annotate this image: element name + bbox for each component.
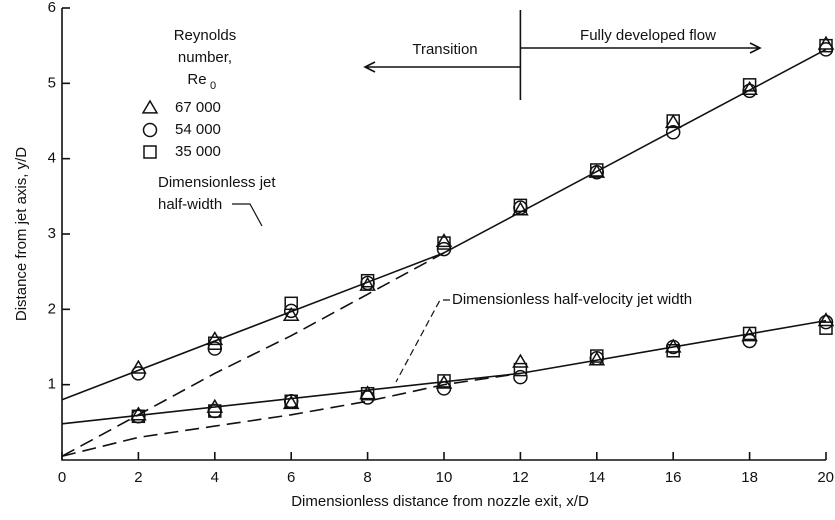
marker — [665, 125, 681, 140]
annotation: Fully developed flow — [580, 27, 716, 44]
marker — [284, 394, 298, 408]
marker — [436, 381, 452, 396]
x-tick-label: 14 — [588, 469, 605, 486]
marker — [819, 38, 833, 53]
y-tick-label: 6 — [48, 0, 56, 16]
legend-marker — [143, 145, 157, 159]
marker — [282, 306, 300, 322]
x-tick-label: 18 — [741, 469, 758, 486]
marker — [206, 330, 224, 346]
annotation: Dimensionless jet — [158, 174, 276, 191]
marker — [817, 312, 835, 327]
marker — [666, 114, 680, 128]
marker — [435, 233, 453, 248]
legend-symbol-sub: 0 — [210, 80, 216, 92]
y-tick-label: 1 — [48, 376, 56, 393]
legend-title: Reynolds — [174, 27, 237, 44]
legend-symbol: Re — [187, 71, 206, 88]
legend-label: 67 000 — [175, 99, 221, 116]
legend-marker — [142, 122, 158, 138]
marker — [742, 78, 757, 92]
x-tick-label: 2 — [134, 469, 142, 486]
marker — [742, 333, 757, 349]
marker — [590, 163, 604, 177]
marker — [512, 353, 529, 368]
marker — [208, 336, 222, 350]
x-tick-label: 6 — [287, 469, 295, 486]
leader-line — [395, 299, 450, 383]
x-tick-label: 4 — [211, 469, 219, 486]
arrow — [520, 42, 762, 54]
marker — [819, 321, 833, 335]
annotation: half-width — [158, 196, 222, 213]
x-tick-label: 20 — [817, 469, 834, 486]
legend-label: 35 000 — [175, 143, 221, 160]
legend-title: number, — [178, 49, 232, 66]
y-tick-label: 5 — [48, 74, 56, 91]
fit-line — [61, 48, 827, 401]
marker — [284, 296, 298, 311]
marker — [666, 344, 680, 358]
marker — [513, 369, 528, 385]
legend-label: 54 000 — [175, 121, 221, 138]
marker — [437, 236, 451, 250]
x-axis-label: Dimensionless distance from nozzle exit,… — [291, 493, 589, 510]
fit-line — [61, 319, 827, 425]
y-tick-label: 2 — [48, 300, 56, 317]
annotation: Transition — [412, 41, 477, 58]
y-axis-label: Distance from jet axis, y/D — [13, 147, 30, 321]
x-tick-label: 10 — [436, 469, 453, 486]
marker — [360, 386, 375, 401]
annotation: Dimensionless half-velocity jet width — [452, 291, 692, 308]
leader-line — [232, 203, 263, 227]
x-tick-label: 16 — [665, 469, 682, 486]
marker — [513, 362, 528, 377]
marker — [360, 273, 375, 288]
legend-marker — [141, 99, 159, 114]
marker — [208, 404, 222, 418]
fit-line — [61, 372, 521, 458]
marker — [437, 374, 451, 388]
y-tick-label: 4 — [48, 150, 56, 167]
marker — [741, 80, 758, 96]
marker — [283, 303, 299, 319]
marker — [590, 349, 604, 363]
x-tick-label: 8 — [363, 469, 371, 486]
marker — [742, 326, 757, 341]
marker — [588, 163, 606, 178]
x-tick-label: 12 — [512, 469, 529, 486]
arrow — [363, 61, 521, 73]
x-tick-label: 0 — [58, 469, 66, 486]
marker — [360, 390, 375, 405]
y-tick-label: 3 — [48, 225, 56, 242]
marker — [130, 406, 147, 421]
marker — [664, 338, 682, 353]
fit-line — [61, 252, 445, 457]
marker — [131, 409, 146, 424]
marker — [513, 198, 528, 213]
marker — [131, 366, 146, 381]
